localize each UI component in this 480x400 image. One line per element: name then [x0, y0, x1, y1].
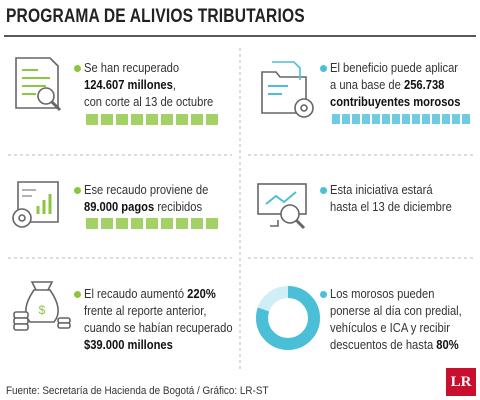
report-icon [12, 181, 59, 228]
text: frente al reporte anterior, [84, 303, 207, 318]
text-line: hasta el 13 de diciembre [330, 199, 452, 214]
square [146, 218, 158, 229]
text-line: Esta iniciativa estará [330, 182, 433, 197]
text: Ese recaudo proviene de [84, 182, 209, 197]
donut-icon [256, 286, 320, 350]
highlight: contribuyentes morosos [330, 94, 461, 109]
square [206, 114, 218, 125]
bullet [320, 65, 327, 72]
logo: LR [446, 368, 476, 396]
text-line: contribuyentes morosos [330, 94, 460, 109]
square [432, 114, 440, 124]
bullet [74, 65, 81, 72]
text-line: El beneficio puede aplicar [330, 60, 458, 75]
square [161, 114, 173, 125]
highlight: 80% [436, 337, 459, 352]
square [146, 114, 158, 125]
text: ponerse al día con predial, [330, 303, 462, 318]
text-line: 89.000 pagos recibidos [84, 199, 202, 214]
square [452, 114, 460, 124]
square [86, 218, 98, 229]
square [131, 218, 143, 229]
title: PROGRAMA DE ALIVIOS TRIBUTARIOS [6, 6, 305, 27]
square [362, 114, 370, 124]
highlight: 220% [187, 286, 216, 301]
text-line: 124.607 millones, [84, 77, 176, 92]
text: Se han recuperado [84, 60, 180, 75]
highlight: $39.000 millones [84, 337, 173, 352]
text: Los morosos pueden [330, 286, 435, 301]
screen-icon [257, 183, 307, 230]
text: El beneficio puede aplicar [330, 60, 459, 75]
text: recibidos [154, 199, 203, 214]
square [116, 218, 128, 229]
folder-icon [261, 61, 314, 118]
square [392, 114, 400, 124]
square [462, 114, 470, 124]
text-line: cuando se habían recuperado [84, 320, 233, 335]
bullet [320, 291, 327, 298]
text: , [172, 77, 176, 92]
text: Esta iniciativa estará [330, 182, 433, 197]
square [191, 218, 203, 229]
text: El recaudo aumentó [84, 286, 188, 301]
bullet [74, 187, 81, 194]
source: Fuente: Secretaría de Hacienda de Bogotá… [6, 385, 269, 397]
square [176, 114, 188, 125]
square [412, 114, 420, 124]
square [116, 114, 128, 125]
text-line: Se han recuperado [84, 60, 179, 75]
square [442, 114, 450, 124]
text: con corte al 13 de octubre [84, 94, 214, 109]
text-line: El recaudo aumentó 220% [84, 286, 216, 301]
text-line: descuentos de hasta 80% [330, 337, 459, 352]
highlight: 256.738 [403, 77, 445, 92]
bullet [320, 187, 327, 194]
text: a una base de [330, 77, 404, 92]
document-icon [15, 57, 62, 112]
highlight: 89.000 pagos [84, 199, 155, 214]
text-line: Ese recaudo proviene de [84, 182, 208, 197]
icon-glyph: $ [39, 303, 46, 317]
square [86, 114, 98, 125]
text: vehículos e ICA y recibir [330, 320, 450, 335]
square [332, 114, 340, 124]
square [161, 218, 173, 229]
text-line: con corte al 13 de octubre [84, 94, 213, 109]
highlight: 124.607 millones [84, 77, 173, 92]
text-line: $39.000 millones [84, 337, 173, 352]
square [101, 218, 113, 229]
square [352, 114, 360, 124]
square [101, 114, 113, 125]
square [206, 218, 218, 229]
text-line: vehículos e ICA y recibir [330, 320, 450, 335]
money-icon: $ [13, 281, 71, 331]
square [422, 114, 430, 124]
square [402, 114, 410, 124]
text-line: Los morosos pueden [330, 286, 434, 301]
text: cuando se habían recuperado [84, 320, 233, 335]
square [382, 114, 390, 124]
square [342, 114, 350, 124]
text-line: ponerse al día con predial, [330, 303, 462, 318]
bullet [74, 291, 81, 298]
text: descuentos de hasta [330, 337, 437, 352]
square [176, 218, 188, 229]
square [372, 114, 380, 124]
square [191, 114, 203, 125]
text-line: a una base de 256.738 [330, 77, 444, 92]
text: hasta el 13 de diciembre [330, 199, 452, 214]
text-line: frente al reporte anterior, [84, 303, 206, 318]
square [131, 114, 143, 125]
